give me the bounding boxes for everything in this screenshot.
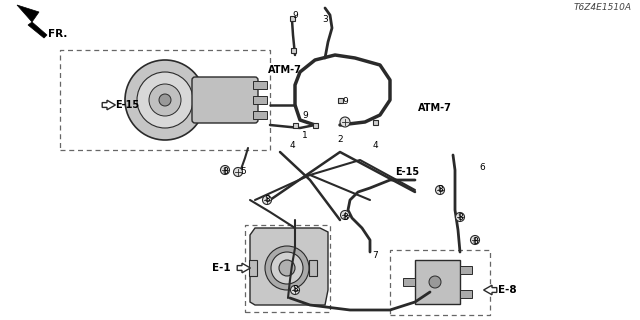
Text: 8: 8 bbox=[472, 237, 478, 246]
Bar bbox=[292, 123, 298, 127]
Bar bbox=[289, 15, 294, 20]
Text: FR.: FR. bbox=[48, 29, 67, 39]
Bar bbox=[460, 266, 472, 274]
Bar bbox=[253, 111, 267, 119]
Bar bbox=[403, 278, 415, 286]
Circle shape bbox=[221, 165, 230, 174]
Circle shape bbox=[279, 260, 295, 276]
FancyBboxPatch shape bbox=[192, 77, 258, 123]
Polygon shape bbox=[17, 5, 39, 22]
Text: 8: 8 bbox=[437, 186, 443, 195]
Circle shape bbox=[262, 196, 271, 204]
Circle shape bbox=[340, 211, 349, 220]
Text: 4: 4 bbox=[289, 140, 295, 149]
Text: 3: 3 bbox=[322, 15, 328, 25]
Text: 8: 8 bbox=[292, 285, 298, 294]
Circle shape bbox=[149, 84, 181, 116]
Bar bbox=[337, 98, 342, 102]
Text: 4: 4 bbox=[372, 140, 378, 149]
Circle shape bbox=[291, 285, 300, 294]
Circle shape bbox=[265, 246, 309, 290]
Circle shape bbox=[137, 72, 193, 128]
Circle shape bbox=[456, 212, 465, 221]
Polygon shape bbox=[102, 100, 115, 110]
Bar bbox=[460, 290, 472, 298]
Text: 8: 8 bbox=[457, 212, 463, 221]
Circle shape bbox=[470, 236, 479, 244]
Polygon shape bbox=[28, 22, 47, 38]
Text: 9: 9 bbox=[342, 98, 348, 107]
Bar bbox=[249, 260, 257, 276]
Text: ATM-7: ATM-7 bbox=[418, 103, 452, 113]
Text: 8: 8 bbox=[342, 212, 348, 221]
Text: E-15: E-15 bbox=[395, 167, 419, 177]
Text: 2: 2 bbox=[337, 135, 343, 145]
Text: 9: 9 bbox=[302, 110, 308, 119]
Circle shape bbox=[340, 117, 350, 127]
Bar bbox=[253, 81, 267, 89]
Circle shape bbox=[271, 252, 303, 284]
Polygon shape bbox=[484, 285, 497, 295]
Bar bbox=[312, 123, 317, 127]
Polygon shape bbox=[250, 228, 328, 305]
Bar bbox=[291, 47, 296, 52]
Polygon shape bbox=[237, 263, 250, 273]
Text: 7: 7 bbox=[372, 251, 378, 260]
Text: T6Z4E1510A: T6Z4E1510A bbox=[574, 3, 632, 12]
Text: E-8: E-8 bbox=[498, 285, 516, 295]
Text: 1: 1 bbox=[302, 131, 308, 140]
Bar bbox=[253, 96, 267, 104]
Text: 8: 8 bbox=[264, 196, 270, 204]
Text: 6: 6 bbox=[479, 164, 485, 172]
Text: E-15: E-15 bbox=[115, 100, 139, 110]
Text: E-1: E-1 bbox=[212, 263, 231, 273]
Text: 5: 5 bbox=[240, 167, 246, 177]
Bar bbox=[309, 260, 317, 276]
Circle shape bbox=[125, 60, 205, 140]
Text: ATM-7: ATM-7 bbox=[268, 65, 302, 75]
Circle shape bbox=[435, 186, 445, 195]
Circle shape bbox=[429, 276, 441, 288]
Circle shape bbox=[234, 167, 243, 177]
Circle shape bbox=[159, 94, 171, 106]
Bar bbox=[372, 119, 378, 124]
Bar bbox=[415, 260, 460, 304]
Text: 9: 9 bbox=[292, 11, 298, 20]
Text: 8: 8 bbox=[222, 167, 228, 177]
